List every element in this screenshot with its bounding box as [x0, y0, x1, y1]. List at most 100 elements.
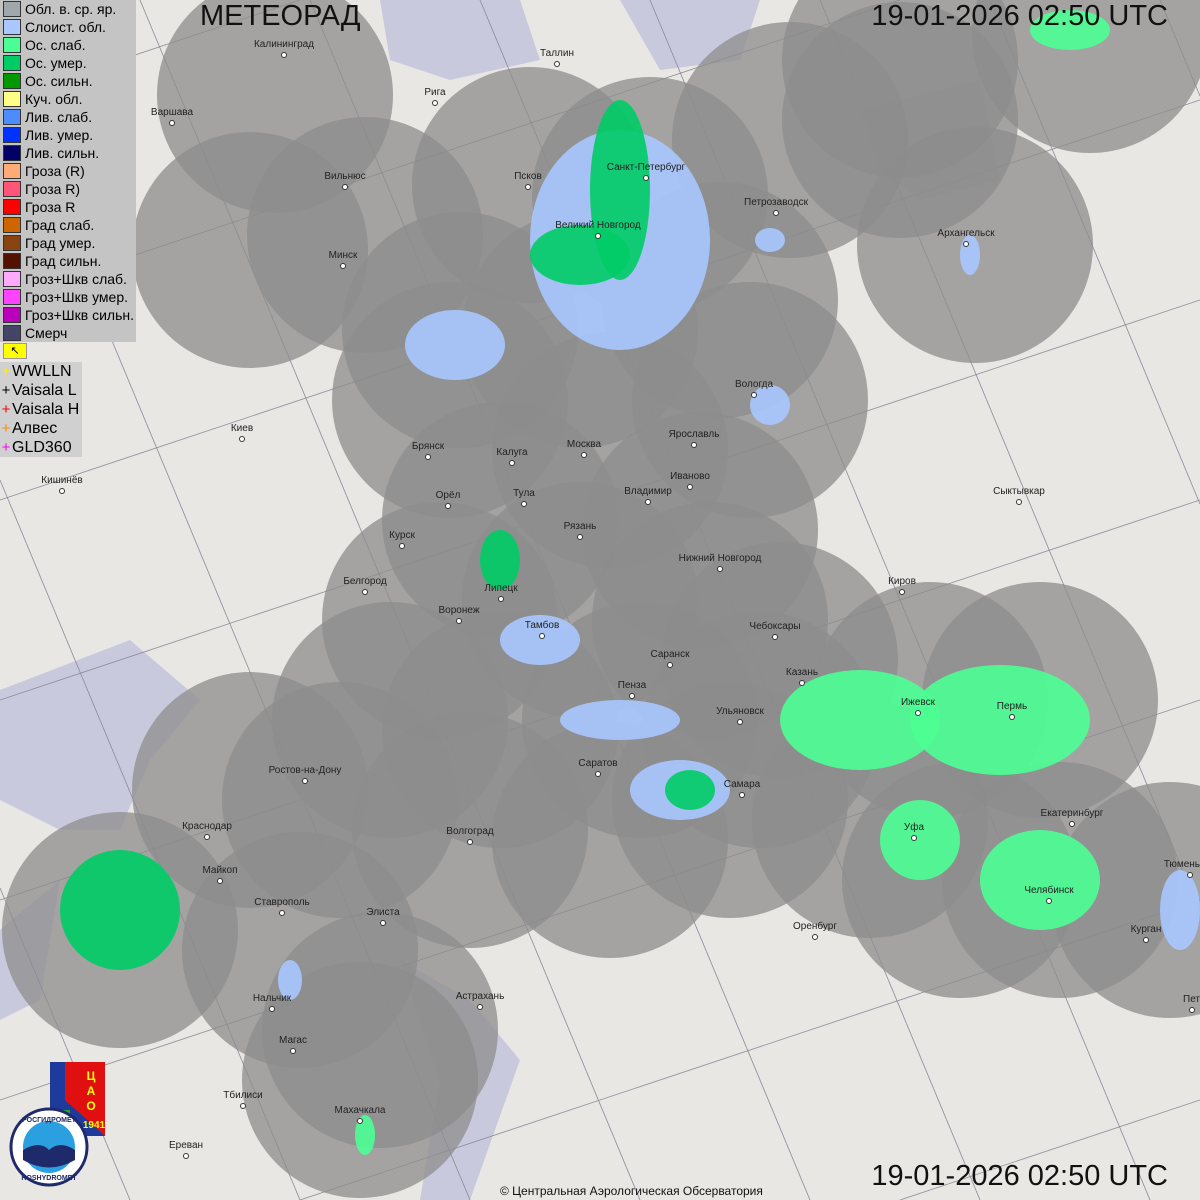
radar-circle — [132, 672, 368, 908]
legend-item: Ос. сильн. — [0, 72, 134, 90]
legend-swatch — [3, 145, 21, 161]
city-marker — [425, 454, 431, 460]
city-label: Ярославль — [668, 429, 720, 440]
precipitation-area — [980, 830, 1100, 930]
city-marker — [362, 589, 368, 595]
precipitation-legend: Обл. в. ср. яр. Слоист. обл. Ос. слаб. Ос. … — [0, 0, 136, 342]
svg-text:ROSHYDROMET: ROSHYDROMET — [21, 1175, 77, 1182]
legend-label: Слоист. обл. — [25, 19, 106, 35]
legend-item: Слоист. обл. — [0, 18, 134, 36]
legend-label: Гроз+Шкв слаб. — [25, 271, 127, 287]
legend-swatch — [3, 217, 21, 233]
precipitation-echoes — [60, 10, 1200, 1155]
city-marker — [554, 61, 560, 67]
legend-item: Гроз+Шкв умер. — [0, 288, 134, 306]
legend-swatch — [3, 289, 21, 305]
svg-text:Ц: Ц — [87, 1069, 96, 1083]
legend-label: Ос. умер. — [25, 55, 87, 71]
city-label: Самара — [723, 779, 761, 790]
city-label: Курск — [389, 530, 415, 541]
legend-label: Гроза (R) — [25, 163, 85, 179]
precipitation-area — [910, 665, 1090, 775]
city-marker — [1143, 937, 1149, 943]
svg-text:РОСГИДРОМЕТ: РОСГИДРОМЕТ — [22, 1117, 77, 1124]
city-marker — [751, 392, 757, 398]
city-marker — [467, 839, 473, 845]
city-marker — [1009, 714, 1015, 720]
precipitation-area — [355, 1115, 375, 1155]
lightning-label: WWLLN — [12, 362, 72, 380]
city-label: Магас — [279, 1035, 307, 1046]
precipitation-area — [1160, 870, 1200, 950]
city-label: Уфа — [903, 822, 925, 833]
city-marker — [302, 778, 308, 784]
precipitation-area — [500, 615, 580, 665]
precipitation-area — [750, 385, 790, 425]
city-label: Рига — [424, 87, 446, 98]
lightning-item: + WWLLN — [0, 362, 79, 381]
city-label: Вологда — [734, 379, 774, 390]
legend-label: Гроза R) — [25, 181, 81, 197]
timestamp-top: 19-01-2026 02:50 UTC — [871, 0, 1168, 32]
legend-label: Гроз+Шкв сильн. — [25, 307, 134, 323]
legend-item: Куч. обл. — [0, 90, 134, 108]
legend-label: Град сильн. — [25, 253, 102, 269]
precipitation-area — [405, 310, 505, 380]
legend-item: Гроз+Шкв сильн. — [0, 306, 134, 324]
svg-text:О: О — [86, 1099, 95, 1113]
radar-circle — [972, 0, 1200, 153]
city-label: Майкоп — [202, 865, 238, 876]
legend-swatch — [3, 109, 21, 125]
city-label: Ставрополь — [254, 897, 310, 908]
city-marker — [739, 792, 745, 798]
city-marker — [445, 503, 451, 509]
blocks-of-logos: Ц А О 1941 РОСГИДРОМЕТ ROSHYDROMET — [9, 1062, 106, 1187]
city-label: Ульяновск — [716, 706, 764, 717]
city-marker — [399, 543, 405, 549]
legend-swatch — [3, 271, 21, 287]
city-marker — [577, 534, 583, 540]
city-label: Нальчик — [252, 993, 292, 1004]
lightning-cross-icon: + — [1, 401, 11, 418]
precipitation-area — [755, 228, 785, 252]
city-marker — [240, 1103, 246, 1109]
legend-label: Обл. в. ср. яр. — [25, 1, 117, 17]
legend-swatch — [3, 163, 21, 179]
city-marker — [643, 175, 649, 181]
city-label: Махачкала — [334, 1105, 386, 1116]
city-label: Калининград — [253, 39, 315, 50]
city-marker — [1046, 898, 1052, 904]
city-marker — [773, 210, 779, 216]
precipitation-area — [1030, 10, 1110, 50]
city-label: Псков — [514, 171, 542, 182]
city-marker — [239, 436, 245, 442]
legend-item: Обл. в. ср. яр. — [0, 0, 134, 18]
legend-item: Лив. умер. — [0, 126, 134, 144]
page-title: МЕТЕОРАД — [200, 0, 361, 32]
lightning-cross-icon: + — [1, 382, 11, 399]
legend-item: Гроз+Шкв слаб. — [0, 270, 134, 288]
city-label: Владимир — [624, 486, 672, 497]
city-marker — [1187, 872, 1193, 878]
legend-item: Гроза (R) — [0, 162, 134, 180]
city-marker — [799, 680, 805, 686]
copyright: © Центральная Аэрологическая Обсерватори… — [500, 1184, 763, 1198]
legend-item: Град слаб. — [0, 216, 134, 234]
flag-icon[interactable]: ↖ — [3, 343, 27, 359]
legend-label: Лив. сильн. — [25, 145, 100, 161]
city-marker — [169, 120, 175, 126]
city-marker — [772, 634, 778, 640]
city-marker — [645, 499, 651, 505]
city-label: Пет — [1183, 994, 1200, 1005]
legend-item: Ос. слаб. — [0, 36, 134, 54]
lightning-cross-icon: + — [1, 363, 11, 380]
city-marker — [217, 878, 223, 884]
city-label: Калуга — [496, 447, 528, 458]
legend-swatch — [3, 91, 21, 107]
city-label: Ростов-на-Дону — [268, 765, 342, 776]
city-marker — [290, 1048, 296, 1054]
city-marker — [342, 184, 348, 190]
city-marker — [963, 241, 969, 247]
